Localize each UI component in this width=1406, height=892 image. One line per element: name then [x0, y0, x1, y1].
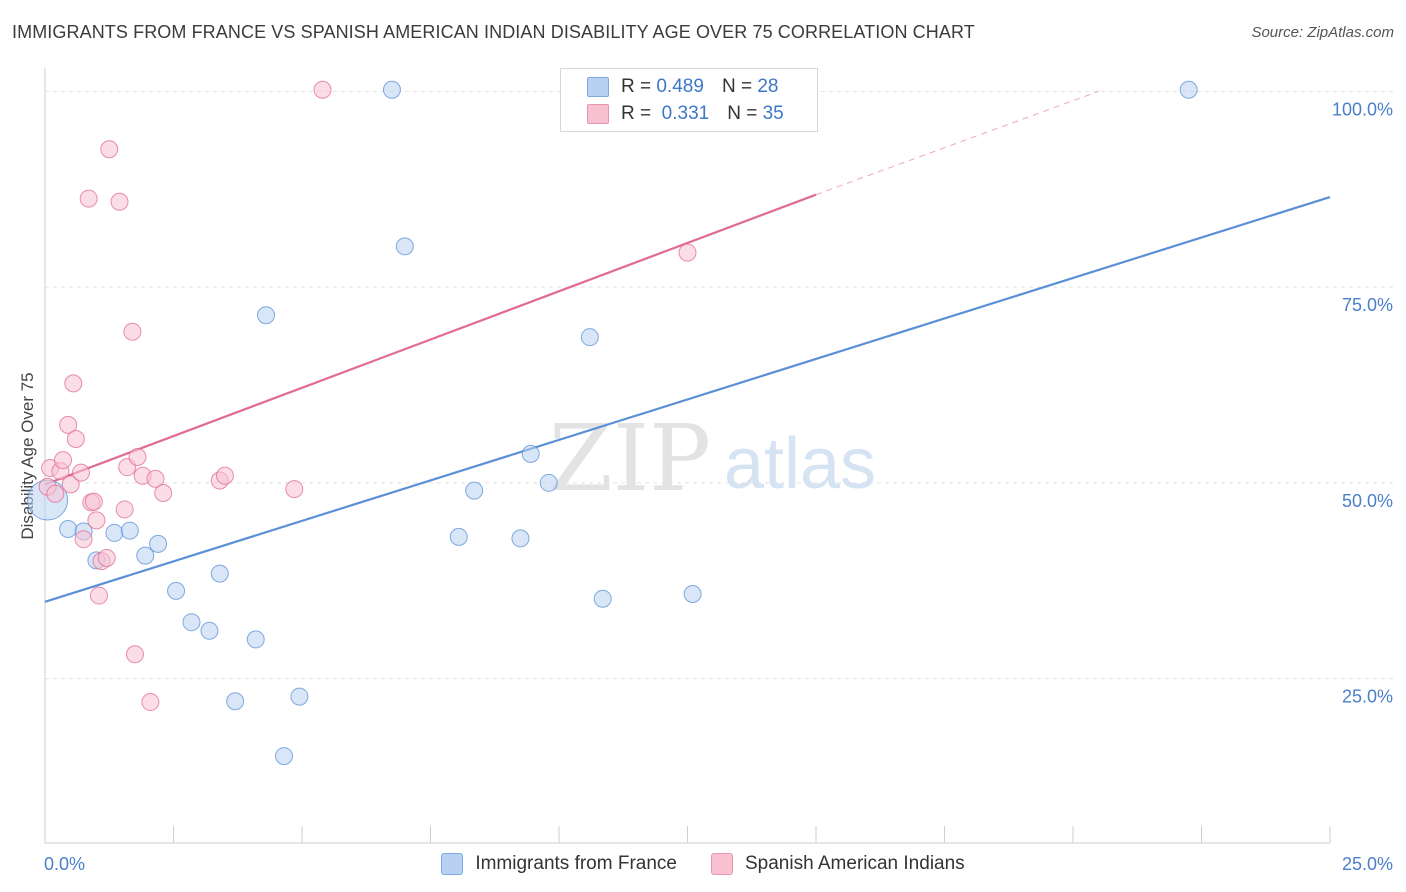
chart-source: Source: ZipAtlas.com [1251, 24, 1394, 41]
point-spanish-american-indians [125, 645, 144, 664]
legend-swatch-spanish-american-indians [587, 104, 609, 124]
point-france [465, 481, 484, 500]
legend-row-france: R = 0.489 N = 28 [587, 75, 778, 99]
point-france [226, 692, 245, 711]
point-france [539, 473, 558, 492]
trend-line-0 [44, 195, 1331, 603]
point-spanish-american-indians [87, 511, 106, 530]
point-france [395, 237, 414, 256]
point-france [257, 306, 276, 325]
point-spanish-american-indians [59, 415, 78, 434]
point-spanish-american-indians [61, 475, 80, 494]
point-spanish-american-indians [100, 140, 119, 159]
point-france [683, 585, 702, 604]
point-spanish-american-indians [53, 451, 72, 470]
gridlines [45, 90, 1395, 680]
y-tick-label: 100.0% [1332, 99, 1393, 119]
point-spanish-american-indians [66, 429, 85, 448]
legend-n-label: N = [727, 103, 758, 124]
point-france [136, 546, 155, 565]
point-spanish-american-indians [89, 586, 108, 605]
point-france [593, 589, 612, 608]
point-france [580, 328, 599, 347]
point-france [59, 520, 78, 539]
point-france [167, 581, 186, 600]
y-tick-label: 25.0% [1342, 687, 1393, 707]
point-spanish-american-indians [46, 484, 65, 503]
y-tick-label: 50.0% [1342, 491, 1393, 511]
trend-lines [44, 90, 1331, 603]
point-spanish-american-indians [79, 189, 98, 208]
point-france [521, 444, 540, 463]
legend-r-label: R = [621, 76, 652, 97]
series-swatch-france [441, 853, 464, 875]
series-legend-spanish-american-indians: Spanish American Indians [710, 853, 965, 875]
watermark-zip: ZIP [549, 405, 711, 512]
point-spanish-american-indians [678, 243, 697, 262]
data-points [27, 80, 1198, 766]
point-france [182, 613, 201, 632]
legend-r-value: 0.489 [656, 76, 704, 97]
legend-n-label: N = [721, 76, 753, 97]
point-spanish-american-indians [97, 548, 116, 567]
point-spanish-american-indians [110, 192, 129, 211]
point-spanish-american-indians [64, 374, 83, 393]
point-spanish-american-indians [128, 447, 147, 466]
x-tick-labels: 0.0% 25.0% [44, 854, 1393, 874]
point-france [105, 523, 124, 542]
series-legend: Immigrants from France Spanish American … [0, 852, 1406, 876]
point-spanish-american-indians [123, 322, 142, 341]
y-tick-labels: 25.0% 50.0% 75.0% 100.0% [1332, 99, 1393, 706]
correlation-legend: R = 0.489 N = 28 R = 0.331 N = 35 [560, 68, 818, 132]
trend-line-extension-1 [815, 90, 1099, 196]
legend-r-label: R = [621, 103, 652, 124]
trend-line-1 [44, 193, 817, 486]
x-tick-label-end: 25.0% [1342, 854, 1393, 874]
watermark: ZIP atlas [549, 405, 876, 512]
point-france [449, 527, 468, 546]
point-spanish-american-indians [115, 500, 134, 519]
point-spanish-american-indians [215, 466, 234, 485]
series-swatch-spanish-american-indians [710, 853, 733, 875]
point-france [149, 534, 168, 553]
series-legend-label: Spanish American Indians [744, 853, 965, 874]
point-spanish-american-indians [285, 480, 304, 499]
point-france [275, 747, 294, 766]
point-spanish-american-indians [146, 469, 165, 488]
series-legend-france: Immigrants from France [441, 853, 677, 875]
point-spanish-american-indians [154, 483, 173, 502]
legend-n-value: 28 [757, 76, 779, 97]
point-france [246, 630, 265, 649]
point-france [290, 687, 309, 706]
watermark-atlas: atlas [724, 424, 876, 504]
legend-r-value: 0.331 [661, 103, 710, 124]
point-france [200, 621, 219, 640]
y-tick-label: 75.0% [1342, 295, 1393, 315]
legend-n-value: 35 [762, 103, 784, 124]
legend-row-spanish-american-indians: R = 0.331 N = 35 [587, 102, 784, 126]
point-france [382, 80, 401, 99]
axes [44, 68, 1331, 844]
point-spanish-american-indians [71, 463, 90, 482]
legend-swatch-france [587, 77, 609, 97]
point-spanish-american-indians [74, 530, 93, 549]
series-legend-label: Immigrants from France [475, 853, 677, 874]
point-spanish-american-indians [141, 693, 160, 712]
point-france [210, 564, 229, 583]
point-france [120, 521, 139, 540]
point-spanish-american-indians [84, 492, 103, 511]
point-france [1179, 80, 1198, 99]
chart-title: IMMIGRANTS FROM FRANCE VS SPANISH AMERIC… [12, 22, 975, 42]
point-spanish-american-indians [313, 80, 332, 99]
point-france [511, 529, 530, 548]
x-tick-label-start: 0.0% [44, 854, 85, 874]
